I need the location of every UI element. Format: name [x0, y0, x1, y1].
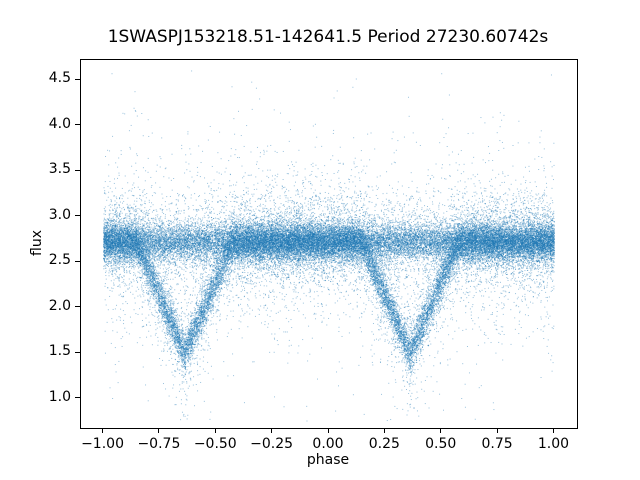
y-tick-mark	[75, 78, 80, 80]
y-tick-mark	[75, 169, 80, 171]
x-tick-label: 0.75	[481, 436, 513, 452]
y-tick-mark	[75, 306, 80, 308]
y-tick-mark	[75, 397, 80, 399]
y-tick-label: 4.5	[48, 70, 71, 87]
x-tick-label: −0.50	[193, 436, 237, 452]
y-tick-mark	[75, 351, 80, 353]
x-tick-mark	[214, 428, 216, 433]
y-tick-label: 2.0	[48, 297, 71, 314]
chart-title: 1SWASPJ153218.51-142641.5 Period 27230.6…	[107, 27, 549, 47]
x-tick-label: 0.00	[312, 436, 344, 452]
plot-area	[80, 59, 578, 429]
y-tick-mark	[75, 215, 80, 217]
y-tick-label: 4.0	[48, 115, 71, 132]
x-tick-label: −0.25	[250, 436, 294, 452]
y-tick-label: 1.5	[48, 343, 71, 360]
scatter-points-canvas	[81, 60, 577, 428]
x-tick-label: −0.75	[137, 436, 181, 452]
y-tick-mark	[75, 260, 80, 262]
x-tick-mark	[552, 428, 554, 433]
y-tick-label: 3.5	[48, 161, 71, 178]
x-tick-label: 0.50	[425, 436, 457, 452]
y-tick-mark	[75, 124, 80, 126]
x-tick-label: 1.00	[537, 436, 570, 452]
x-tick-mark	[327, 428, 329, 433]
x-tick-mark	[496, 428, 498, 433]
x-tick-mark	[271, 428, 273, 433]
y-tick-label: 3.0	[48, 206, 71, 223]
x-tick-mark	[102, 428, 104, 433]
y-tick-label: 1.0	[48, 388, 71, 405]
x-tick-mark	[158, 428, 160, 433]
x-tick-label: −1.00	[81, 436, 124, 452]
y-axis-label: flux	[29, 230, 45, 256]
x-axis-label: phase	[306, 452, 350, 468]
y-tick-label: 2.5	[48, 252, 71, 269]
x-tick-mark	[440, 428, 442, 433]
x-tick-mark	[383, 428, 385, 433]
x-tick-label: 0.25	[368, 436, 400, 452]
